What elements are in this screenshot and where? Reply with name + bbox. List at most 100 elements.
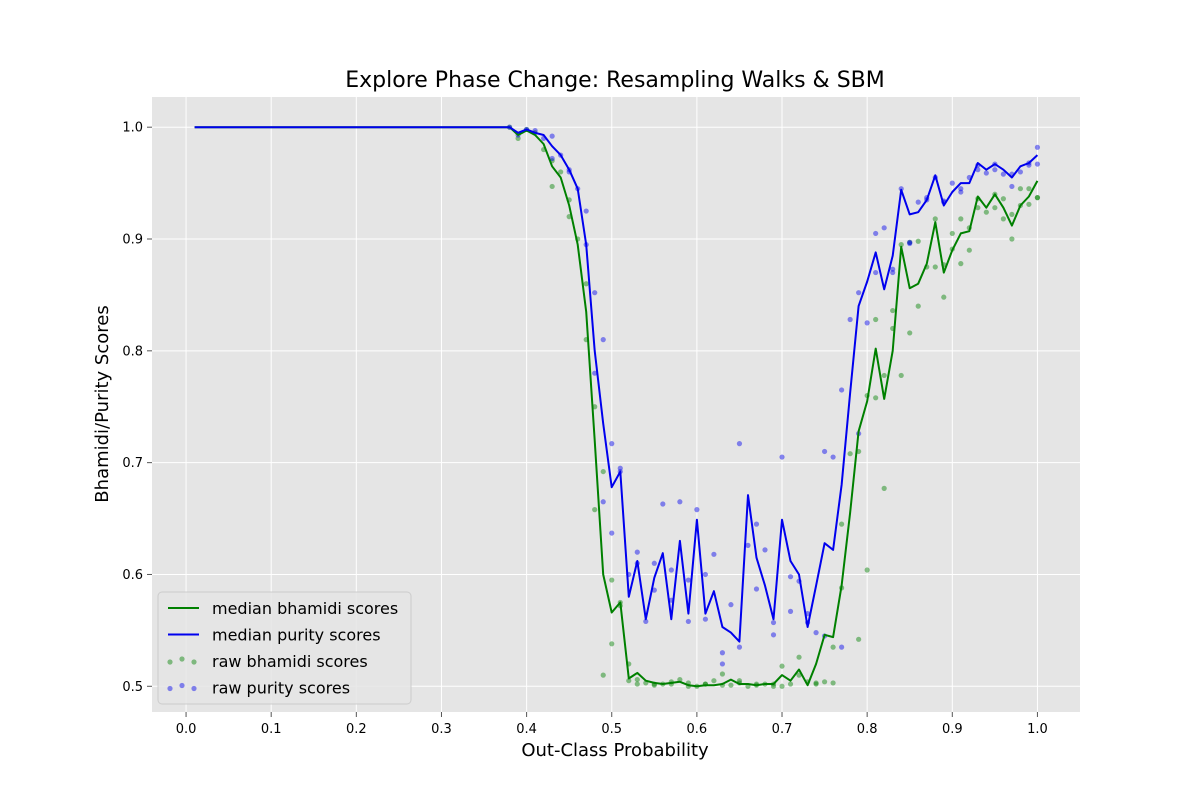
scatter-point — [958, 216, 964, 222]
scatter-point — [813, 630, 819, 636]
legend-marker-swatch — [167, 685, 173, 692]
scatter-point — [736, 441, 743, 447]
y-axis-ticks: 0.5 0.6 0.7 0.8 0.9 1.0 — [122, 121, 152, 695]
scatter-point — [753, 586, 760, 592]
scatter-point — [907, 240, 913, 247]
scatter-point — [711, 678, 717, 684]
x-tick-label: 1.0 — [1027, 722, 1048, 737]
scatter-point — [992, 167, 998, 173]
scatter-point — [1034, 144, 1041, 150]
scatter-point — [958, 189, 964, 195]
scatter-point — [796, 654, 802, 660]
x-tick-label: 0.1 — [261, 722, 282, 737]
scatter-point — [600, 672, 606, 678]
scatter-point — [881, 225, 887, 231]
scatter-point — [779, 454, 785, 460]
scatter-point — [890, 266, 896, 272]
y-tick-label: 0.7 — [122, 456, 143, 471]
scatter-point — [626, 678, 632, 684]
x-axis-label: Out-Class Probability — [521, 740, 709, 761]
scatter-point — [762, 547, 768, 553]
scatter-point — [634, 681, 640, 687]
scatter-point — [770, 619, 777, 626]
scatter-point — [958, 186, 964, 192]
scatter-point — [515, 135, 521, 141]
scatter-point — [549, 133, 555, 139]
scatter-point — [660, 501, 666, 507]
scatter-point — [609, 641, 615, 647]
scatter-point — [1026, 186, 1032, 192]
scatter-point — [915, 199, 921, 205]
scatter-point — [583, 281, 589, 287]
legend-marker-swatch — [191, 659, 197, 665]
scatter-point — [898, 242, 904, 248]
scatter-point — [736, 678, 743, 684]
scatter-point — [592, 370, 598, 376]
scatter-point — [694, 507, 700, 513]
legend-label: median purity scores — [212, 626, 381, 645]
scatter-point — [677, 676, 683, 683]
scatter-point — [600, 337, 606, 343]
y-tick-label: 1.0 — [122, 121, 143, 136]
legend-marker-swatch — [179, 682, 185, 689]
scatter-point — [856, 290, 862, 296]
scatter-point — [983, 209, 989, 215]
scatter-point — [830, 454, 836, 460]
scatter-point — [685, 577, 691, 583]
scatter-point — [728, 602, 734, 608]
scatter-point — [873, 230, 879, 237]
scatter-point — [779, 663, 785, 669]
scatter-point — [787, 574, 794, 580]
legend-label: raw purity scores — [212, 679, 350, 698]
scatter-point — [881, 485, 887, 491]
scatter-point — [830, 644, 836, 650]
scatter-point — [1034, 161, 1041, 167]
scatter-point — [753, 521, 760, 527]
scatter-point — [745, 542, 751, 548]
scatter-point — [890, 269, 896, 276]
scatter-point — [702, 616, 708, 622]
scatter-point — [941, 294, 947, 300]
scatter-point — [702, 571, 708, 578]
scatter-point — [728, 682, 734, 688]
scatter-point — [881, 372, 887, 379]
legend-marker-swatch — [179, 656, 185, 662]
scatter-point — [1017, 186, 1024, 192]
scatter-point — [830, 680, 836, 686]
scatter-point — [668, 567, 674, 573]
y-tick-label: 0.6 — [122, 568, 143, 583]
scatter-point — [915, 303, 921, 309]
scatter-point — [907, 330, 913, 336]
y-tick-label: 0.8 — [122, 344, 143, 359]
scatter-point — [932, 264, 938, 270]
scatter-point — [634, 676, 640, 683]
scatter-point — [719, 661, 726, 667]
scatter-point — [907, 239, 913, 245]
scatter-point — [770, 632, 777, 638]
legend-box — [157, 591, 412, 705]
scatter-point — [609, 441, 615, 447]
scatter-point — [890, 307, 896, 314]
scatter-point — [1000, 216, 1006, 222]
scatter-point — [592, 290, 598, 296]
scatter-point — [558, 169, 564, 175]
scatter-point — [1034, 195, 1041, 201]
scatter-point — [600, 499, 606, 505]
y-axis-label: Bhamidi/Purity Scores — [92, 305, 113, 502]
scatter-point — [719, 671, 726, 677]
scatter-point — [736, 644, 743, 650]
scatter-point — [677, 499, 683, 505]
x-tick-label: 0.8 — [857, 722, 878, 737]
scatter-point — [609, 577, 615, 583]
scatter-point — [992, 205, 998, 211]
scatter-point — [549, 183, 555, 190]
x-tick-label: 0.4 — [516, 722, 537, 737]
scatter-point — [873, 316, 879, 323]
legend-marker-swatch — [167, 659, 173, 665]
scatter-point — [821, 448, 828, 455]
scatter-point — [966, 247, 972, 253]
scatter-point — [685, 618, 691, 625]
scatter-point — [907, 239, 913, 245]
scatter-point — [634, 549, 640, 555]
series-layer — [194, 124, 1041, 689]
